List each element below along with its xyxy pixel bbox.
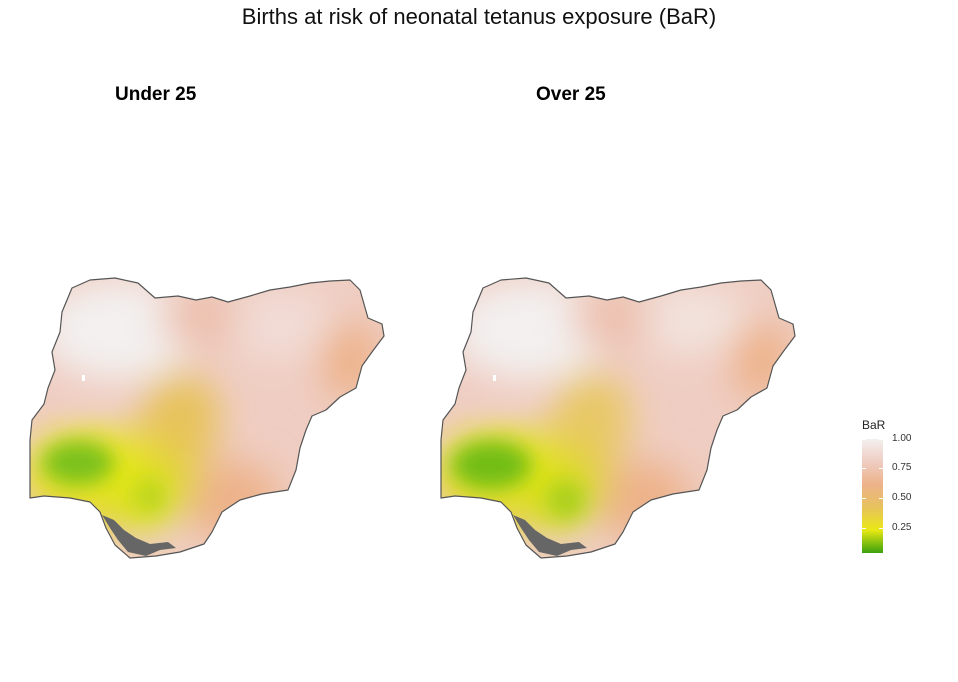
legend: BaR 1.00 0.75 0.50 0.25 [862,418,952,558]
panel-title-over-25: Over 25 [536,84,606,105]
main-title: Births at risk of neonatal tetanus expos… [241,4,717,29]
legend-tick-4: 0.25 [862,522,952,535]
legend-tick-3: 0.50 [862,492,952,505]
legend-tick-2: 0.75 [862,462,952,475]
legend-tick-label: 0.25 [892,522,912,533]
legend-title: BaR [862,418,886,432]
legend-tick-1: 1.00 [862,433,952,446]
legend-tick-label: 0.50 [892,492,912,503]
panel-title-under-25: Under 25 [115,84,197,105]
map-over-25 [440,277,796,559]
legend-tick-label: 0.75 [892,462,912,473]
legend-colorbar [862,439,883,553]
legend-tick-label: 1.00 [892,433,912,444]
map-under-25 [29,277,385,559]
